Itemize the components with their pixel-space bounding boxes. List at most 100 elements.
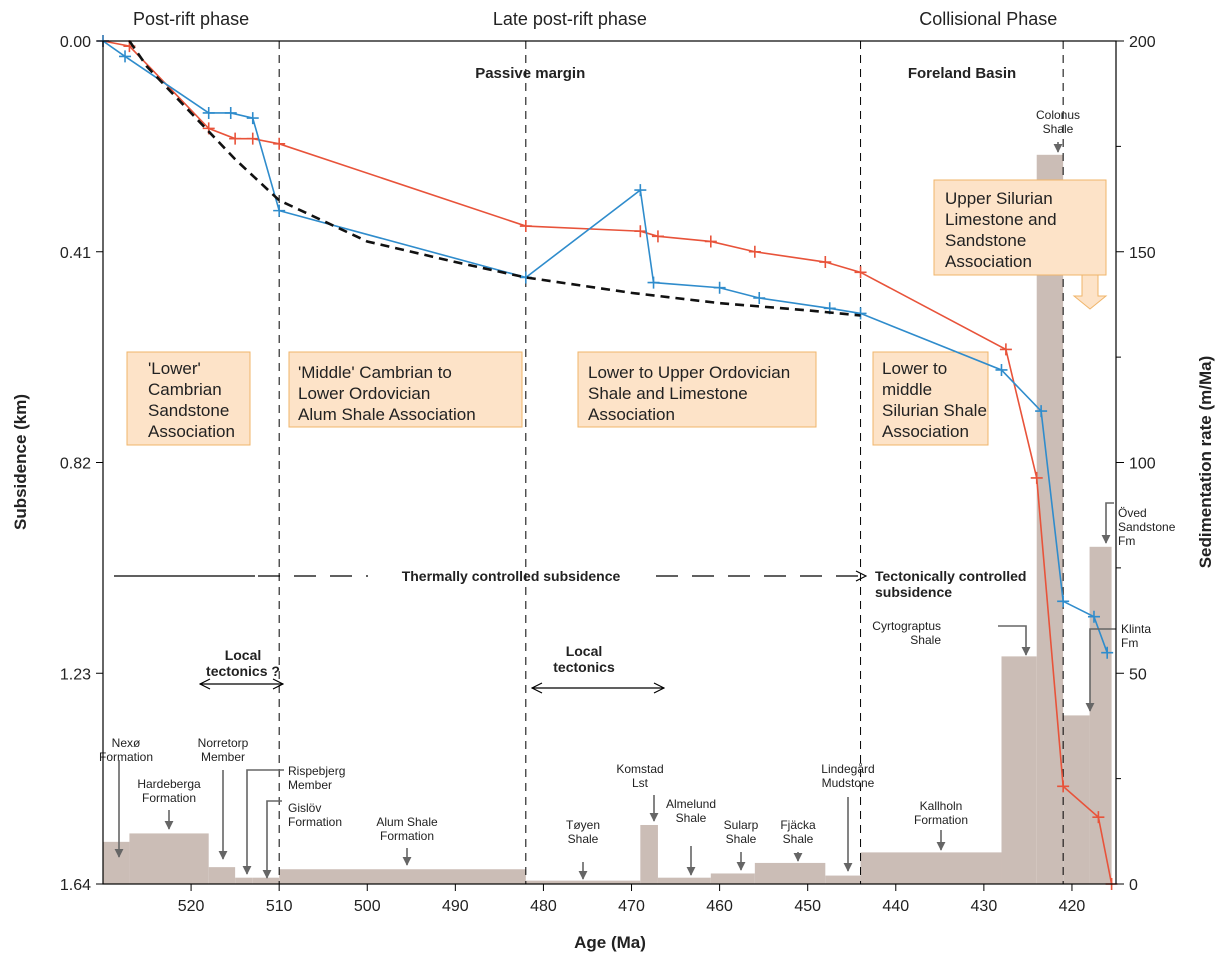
data-point [854,266,867,279]
phase-boundaries [278,41,1064,884]
axes: 520 510 500 490 480 470 460 450 440 430 4200.000.4… [11,34,1215,952]
association-label: Association [148,422,235,441]
formation-label: Fm [1121,636,1138,650]
formation-label: Mudstone [822,776,875,790]
sedimentation-bar [252,877,280,884]
data-point [1035,405,1048,418]
local-tectonics-label: tectonics [553,659,615,675]
formation-label: Öved [1118,506,1147,520]
y-tick-label-right: 0 [1129,877,1138,894]
y-tick-label-right: 100 [1129,456,1156,473]
data-point [704,235,717,248]
association-label: Limestone and [945,210,1057,229]
data-point [634,184,647,197]
formation-label: Klinta [1121,622,1151,636]
association-label: 'Lower' [148,359,201,378]
annotations: Post-rift phase Late post-rift phase Colli… [99,9,1176,880]
data-point [246,132,259,145]
data-point [1057,780,1070,793]
formation-label: Fm [1118,534,1135,548]
formation-label: Formation [380,829,434,843]
local-tectonics-label: Local [566,643,603,659]
data-point [1087,610,1100,623]
formation-label: Shale [783,832,814,846]
association-box [126,351,251,446]
x-tick-label: 440 [882,898,909,915]
data-point [995,363,1008,376]
formation-label: Lindegård [821,762,874,776]
sedimentation-bar [640,824,658,884]
data-point [119,50,132,63]
sedimentation-bar [710,873,755,884]
formation-label: Shale [676,811,707,825]
association-box [933,179,1107,276]
formation-pointer [262,800,282,879]
formation-pointer [242,769,284,875]
x-tick-label: 510 [266,898,293,915]
association-label: Alum Shale Association [298,405,476,424]
formation-label: Hardeberga [137,777,201,791]
formation-label: Member [201,750,245,764]
data-point [854,307,867,320]
association-label: Sandstone [945,231,1026,250]
sedimentation-bar [1036,154,1064,884]
x-tick-label: 460 [706,898,733,915]
formation-label: Lst [632,776,649,790]
x-tick-label: 450 [794,898,821,915]
y-tick-label-left: 1.23 [60,666,91,683]
association-label: Shale and Limestone [588,384,748,403]
formation-label: Fjäcka [780,818,816,832]
formation-label: Almelund [666,797,716,811]
sedimentation-bar [129,833,209,884]
x-tick-label: 490 [442,898,469,915]
local-tectonics-label: tectonics ? [206,663,280,679]
data-point [748,245,761,258]
plot-frame [102,40,1117,885]
data-point [224,106,237,119]
formation-label: Rispebjerg [288,764,345,778]
sedimentation-bar [825,875,861,884]
association-label: Lower to Upper Ordovician [588,363,790,382]
formation-label: Formation [142,791,196,805]
formation-label: Shale [726,832,757,846]
formation-label: Shale [1043,122,1074,136]
sedimentation-bar [103,841,130,884]
sedimentation-bar [860,852,1002,884]
sedimentation-bar [1063,715,1090,884]
data-point [753,292,766,305]
sedimentation-bar [279,869,526,884]
formation-label: Shale [910,633,941,647]
sedimentation-bar [1001,656,1037,884]
y-axis-label-left: Subsidence (km) [11,394,30,530]
association-boxes: 'Lower' Cambrian Sandstone Association 'Midd… [126,179,1108,446]
y-tick-label-right: 200 [1129,34,1156,51]
association-label: Association [945,252,1032,271]
association-box [288,351,523,428]
y-tick-label-left: 0.41 [60,245,91,262]
formation-pointer [1085,628,1116,712]
formation-label: Cyrtograptus [872,619,941,633]
formation-label: Alum Shale [376,815,438,829]
association-box [872,351,989,446]
y-tick-label-right: 50 [1129,666,1147,683]
association-label: Cambrian [148,380,222,399]
formation-pointer [1101,502,1114,544]
data-point [713,281,726,294]
y-tick-label-left: 1.64 [60,877,91,894]
formation-label: Nexø [112,736,141,750]
data-point [1030,471,1043,484]
x-tick-label: 480 [530,898,557,915]
association-label: Sandstone [148,401,229,420]
sedimentation-bar [235,877,253,884]
formation-label: Sandstone [1118,520,1176,534]
formation-pointer [998,625,1031,656]
phase-label: Late post-rift phase [493,9,647,29]
data-point [651,230,664,243]
formation-label: Tøyen [566,818,600,832]
data-point [999,343,1012,356]
data-point [246,112,259,125]
formation-label: Shale [568,832,599,846]
association-label: Lower to [882,359,947,378]
data-point [1101,646,1114,659]
